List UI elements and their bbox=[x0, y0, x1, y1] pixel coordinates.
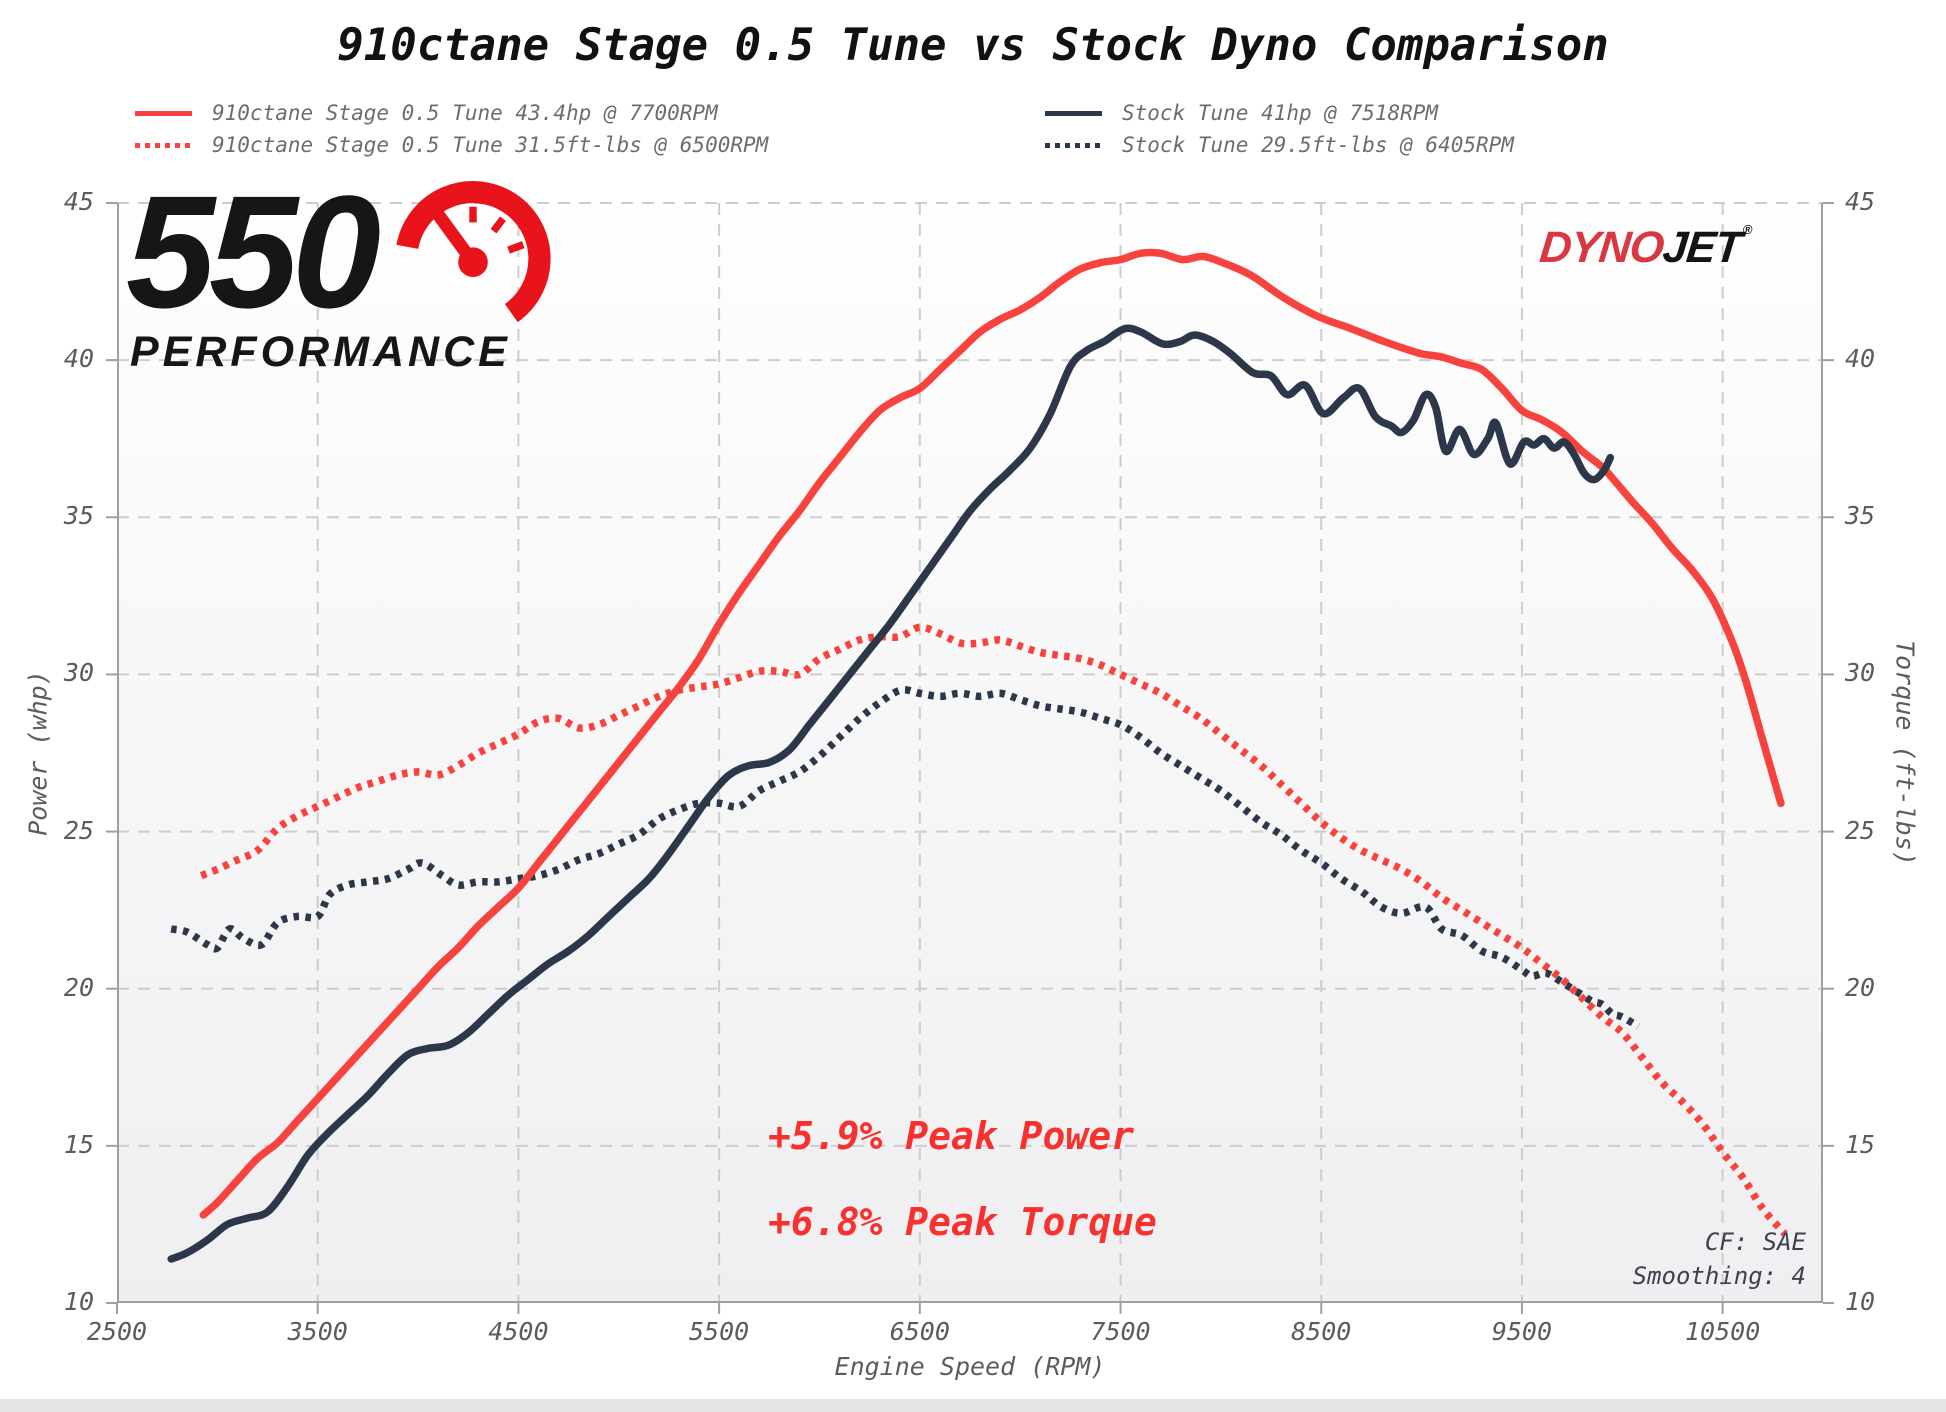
legend-entry: Stock Tune 41hp @ 7518RPM bbox=[1045, 98, 1438, 128]
series-line-stock-tune-41hp-7518rpm bbox=[167, 324, 1615, 1263]
y-axis-right-title: Torque (ft-lbs) bbox=[1890, 640, 1920, 866]
legend-label: Stock Tune 29.5ft-lbs @ 6405RPM bbox=[1122, 133, 1514, 157]
y-tick-label-left: 25 bbox=[63, 815, 94, 845]
peak-power-annotation: +5.9% Peak Power bbox=[768, 1114, 1135, 1158]
series-line-910ctane-stage-0-5-tune-43-4hp-7700rpm bbox=[199, 248, 1785, 1219]
y-tick-label-left: 40 bbox=[63, 344, 94, 374]
y-tick-label-right: 30 bbox=[1845, 658, 1876, 688]
series-line-stock-tune-29-5ft-lbs-6405rpm bbox=[170, 686, 1641, 1030]
y-tick-label-left: 45 bbox=[63, 187, 94, 216]
y-tick-label-right: 35 bbox=[1845, 501, 1876, 531]
x-tick-label: 6500 bbox=[889, 1317, 950, 1346]
x-axis-title: Engine Speed (RPM) bbox=[834, 1352, 1106, 1381]
bottom-scrollbar bbox=[0, 1399, 1946, 1412]
legend-line-dotted-red-icon bbox=[135, 142, 192, 148]
legend-label: 910ctane Stage 0.5 Tune 31.5ft-lbs @ 650… bbox=[212, 133, 769, 157]
legend-entry: 910ctane Stage 0.5 Tune 31.5ft-lbs @ 650… bbox=[135, 130, 768, 160]
x-tick-label: 2500 bbox=[86, 1317, 148, 1346]
dyno-chart-canvas bbox=[106, 202, 1834, 1314]
550-performance-logo: 550 PERFORMANCE bbox=[126, 172, 586, 376]
registered-mark-icon: ® bbox=[1741, 222, 1754, 237]
legend-label: 910ctane Stage 0.5 Tune 43.4hp @ 7700RPM bbox=[212, 101, 718, 125]
x-tick-label: 4500 bbox=[488, 1317, 549, 1346]
x-tick-label: 5500 bbox=[689, 1317, 750, 1346]
logo-550-number: 550 bbox=[126, 162, 381, 341]
peak-torque-annotation: +6.8% Peak Torque bbox=[768, 1200, 1157, 1244]
y-tick-label-right: 15 bbox=[1845, 1129, 1876, 1159]
y-tick-label-left: 15 bbox=[63, 1129, 94, 1159]
correction-factor-note: CF: SAE bbox=[1704, 1228, 1806, 1256]
y-tick-label-left: 10 bbox=[63, 1287, 94, 1316]
y-tick-label-left: 35 bbox=[63, 501, 94, 531]
legend-entry: Stock Tune 29.5ft-lbs @ 6405RPM bbox=[1045, 130, 1514, 160]
y-tick-label-right: 45 bbox=[1845, 187, 1876, 216]
legend-line-solid-navy-icon bbox=[1045, 110, 1102, 116]
dynojet-logo-dyno: DYNO bbox=[1537, 223, 1666, 272]
y-tick-label-right: 25 bbox=[1845, 815, 1876, 845]
legend-entry: 910ctane Stage 0.5 Tune 43.4hp @ 7700RPM bbox=[135, 98, 718, 128]
x-tick-label: 7500 bbox=[1090, 1317, 1151, 1346]
y-axis-left-title: Power (whp) bbox=[23, 670, 53, 836]
y-tick-label-right: 10 bbox=[1845, 1287, 1876, 1316]
x-tick-label: 3500 bbox=[287, 1317, 348, 1346]
chart-title: 910ctane Stage 0.5 Tune vs Stock Dyno Co… bbox=[337, 20, 1609, 71]
legend-line-dotted-navy-icon bbox=[1045, 142, 1102, 148]
legend-label: Stock Tune 41hp @ 7518RPM bbox=[1122, 101, 1439, 125]
y-tick-label-right: 20 bbox=[1845, 972, 1876, 1002]
smoothing-note: Smoothing: 4 bbox=[1632, 1262, 1806, 1290]
x-tick-label: 10500 bbox=[1685, 1317, 1761, 1346]
x-tick-label: 9500 bbox=[1491, 1317, 1553, 1346]
dynojet-logo: DYNOJET® bbox=[1537, 222, 1753, 273]
dynojet-logo-jet: JET bbox=[1660, 223, 1744, 272]
y-tick-label-right: 40 bbox=[1845, 344, 1876, 374]
x-tick-label: 8500 bbox=[1291, 1317, 1352, 1346]
logo-550-word: PERFORMANCE bbox=[130, 328, 511, 376]
y-tick-label-left: 30 bbox=[63, 658, 94, 688]
y-tick-label-left: 20 bbox=[63, 972, 94, 1002]
series-line-910ctane-stage-0-5-tune-31-5ft-lbs-6500rpm bbox=[199, 623, 1788, 1237]
gauge-icon bbox=[396, 180, 551, 323]
legend-line-solid-red-icon bbox=[135, 110, 192, 116]
plot-area bbox=[106, 202, 1834, 1314]
